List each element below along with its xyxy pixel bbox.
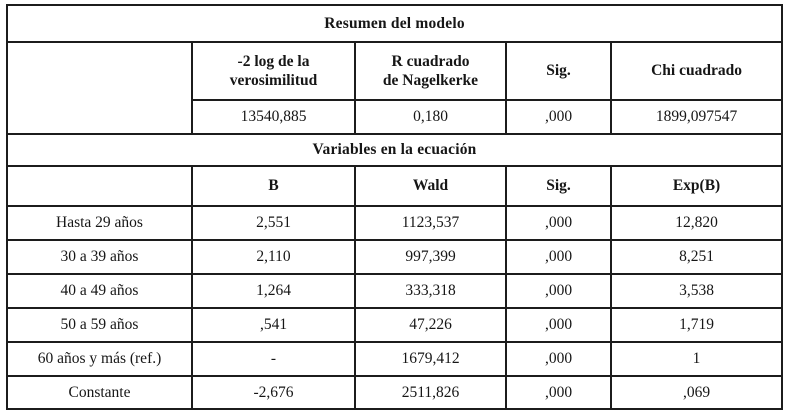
cell-exp-b: 8,251 [609, 239, 784, 275]
cell-wald: 2511,826 [354, 375, 507, 410]
table-row-constante: Constante -2,676 2511,826 ,000 ,069 [6, 375, 784, 410]
header-wald: Wald [354, 165, 507, 207]
cell-exp-b: ,069 [609, 375, 784, 410]
value-sig-summary: ,000 [505, 99, 612, 135]
row-label: Hasta 29 años [6, 205, 193, 241]
table-row-30-39: 30 a 39 años 2,110 997,399 ,000 8,251 [6, 239, 784, 275]
cell-b: - [191, 341, 356, 377]
table-row-hasta-29: Hasta 29 años 2,551 1123,537 ,000 12,820 [6, 205, 784, 241]
cell-b: -2,676 [191, 375, 356, 410]
cell-exp-b: 12,820 [609, 205, 784, 241]
cell-exp-b: 1,719 [609, 307, 784, 343]
cell-sig: ,000 [505, 341, 612, 377]
cell-wald: 1679,412 [354, 341, 507, 377]
cell-wald: 47,226 [354, 307, 507, 343]
cell-b: 1,264 [191, 273, 356, 309]
header-b: B [191, 165, 356, 207]
regression-results-table: Resumen del modelo -2 log de la verosimi… [5, 4, 784, 410]
value-chi-square: 1899,097547 [609, 99, 784, 135]
row-label: 40 a 49 años [6, 273, 193, 309]
cell-wald: 997,399 [354, 239, 507, 275]
row-label: 50 a 59 años [6, 307, 193, 343]
value-nagelkerke: 0,180 [354, 99, 507, 135]
header-log-likelihood: -2 log de la verosimilitud [191, 41, 356, 101]
header-chi-square: Chi cuadrado [609, 41, 784, 101]
header-sig-variables: Sig. [505, 165, 612, 207]
value-log-likelihood: 13540,885 [191, 99, 356, 135]
page: Resumen del modelo -2 log de la verosimi… [0, 4, 786, 420]
cell-exp-b: 3,538 [609, 273, 784, 309]
section-title-variables: Variables en la ecuación [5, 133, 784, 167]
cell-wald: 1123,537 [354, 205, 507, 241]
row-label: 60 años y más (ref.) [6, 341, 193, 377]
row-label: 30 a 39 años [6, 239, 193, 275]
cell-b: ,541 [191, 307, 356, 343]
cell-exp-b: 1 [609, 341, 784, 377]
header-sig-summary: Sig. [505, 41, 612, 101]
cell-sig: ,000 [505, 375, 612, 410]
empty-variables-corner-cell [6, 165, 193, 207]
table-row-60-mas: 60 años y más (ref.) - 1679,412 ,000 1 [6, 341, 784, 377]
header-nagelkerke: R cuadrado de Nagelkerke [354, 41, 507, 101]
table-row-50-59: 50 a 59 años ,541 47,226 ,000 1,719 [6, 307, 784, 343]
cell-sig: ,000 [505, 239, 612, 275]
table-row-40-49: 40 a 49 años 1,264 333,318 ,000 3,538 [6, 273, 784, 309]
cell-sig: ,000 [505, 273, 612, 309]
cell-wald: 333,318 [354, 273, 507, 309]
empty-corner-cell [6, 41, 193, 135]
cell-sig: ,000 [505, 307, 612, 343]
row-label: Constante [6, 375, 193, 410]
cell-sig: ,000 [505, 205, 612, 241]
section-title-resumen: Resumen del modelo [5, 4, 784, 43]
header-exp-b: Exp(B) [609, 165, 784, 207]
cell-b: 2,551 [191, 205, 356, 241]
cell-b: 2,110 [191, 239, 356, 275]
